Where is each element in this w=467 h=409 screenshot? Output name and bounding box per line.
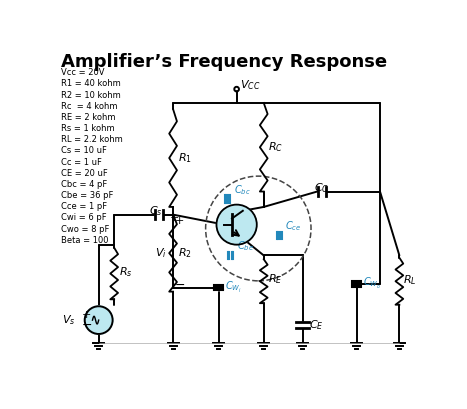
- Text: $V_{CC}$: $V_{CC}$: [240, 79, 260, 92]
- Circle shape: [217, 204, 257, 245]
- Text: $R_2$: $R_2$: [178, 246, 192, 260]
- Text: $R_s$: $R_s$: [119, 265, 133, 279]
- Text: $C_E$: $C_E$: [309, 318, 323, 332]
- Text: Cc = 1 uF: Cc = 1 uF: [61, 157, 102, 166]
- Text: Rs = 1 kohm: Rs = 1 kohm: [61, 124, 114, 133]
- Text: Beta = 100: Beta = 100: [61, 236, 108, 245]
- Text: $C_{W_i}$: $C_{W_i}$: [225, 280, 242, 295]
- Text: $C_{ce}$: $C_{ce}$: [285, 219, 302, 233]
- Text: Cbe = 36 pF: Cbe = 36 pF: [61, 191, 113, 200]
- Text: $C_C$: $C_C$: [314, 182, 329, 196]
- Text: Cce = 1 pF: Cce = 1 pF: [61, 202, 107, 211]
- Text: RL = 2.2 kohm: RL = 2.2 kohm: [61, 135, 122, 144]
- Text: Cs = 10 uF: Cs = 10 uF: [61, 146, 106, 155]
- Text: −: −: [175, 279, 185, 292]
- Text: +: +: [170, 213, 179, 223]
- Text: −: −: [82, 319, 92, 332]
- Text: Vcc = 20V: Vcc = 20V: [61, 68, 104, 77]
- Text: Cwi = 6 pF: Cwi = 6 pF: [61, 213, 106, 222]
- Text: +: +: [82, 310, 91, 321]
- Text: Rc  = 4 kohm: Rc = 4 kohm: [61, 102, 117, 111]
- Text: $V_i$: $V_i$: [155, 246, 167, 260]
- Text: Amplifier’s Frequency Response: Amplifier’s Frequency Response: [61, 53, 387, 71]
- Text: $C_{W_o}$: $C_{W_o}$: [363, 276, 381, 292]
- Text: $R_E$: $R_E$: [269, 272, 283, 286]
- Text: $R_L$: $R_L$: [403, 273, 417, 287]
- Text: $C_{be}$: $C_{be}$: [237, 239, 254, 253]
- Text: Cwo = 8 pF: Cwo = 8 pF: [61, 225, 109, 234]
- Text: RE = 2 kohm: RE = 2 kohm: [61, 113, 115, 122]
- Text: $V_s$: $V_s$: [62, 313, 76, 327]
- Text: $R_1$: $R_1$: [178, 151, 192, 164]
- Text: $C_s$: $C_s$: [149, 204, 163, 218]
- Text: $C_{bc}$: $C_{bc}$: [234, 183, 250, 197]
- Text: +: +: [175, 216, 184, 226]
- Text: R2 = 10 kohm: R2 = 10 kohm: [61, 91, 120, 100]
- Text: CE = 20 uF: CE = 20 uF: [61, 169, 107, 178]
- Text: $R_C$: $R_C$: [269, 140, 283, 154]
- Circle shape: [85, 306, 113, 334]
- Text: R1 = 40 kohm: R1 = 40 kohm: [61, 79, 120, 88]
- Text: Cbc = 4 pF: Cbc = 4 pF: [61, 180, 107, 189]
